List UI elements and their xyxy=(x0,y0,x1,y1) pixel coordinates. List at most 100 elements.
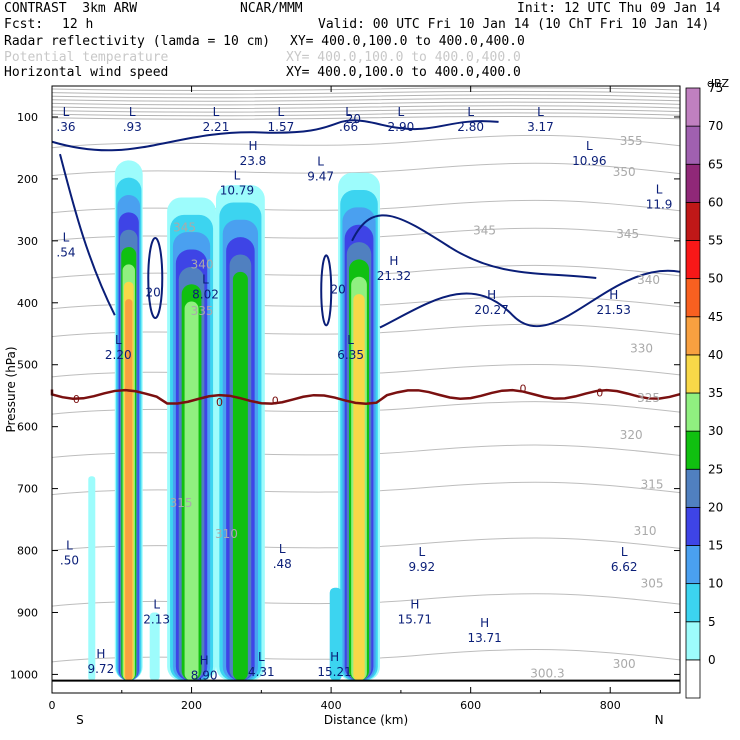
theta-contour-label: 325 xyxy=(637,391,660,405)
theta-contour-top xyxy=(51,108,681,113)
theta-contour-label: 310 xyxy=(215,527,238,541)
theta-contour xyxy=(51,481,681,496)
wind-extreme-value: .54 xyxy=(56,245,75,259)
wind-extreme-value: 9.72 xyxy=(87,662,114,676)
y-tick-label: 700 xyxy=(17,483,38,496)
wind-low-marker: L xyxy=(129,105,136,119)
y-tick-label: 500 xyxy=(17,359,38,372)
wind-extreme-value: 10.79 xyxy=(220,183,254,197)
wind-high-marker: H xyxy=(248,139,257,153)
colorbar-unit: dBZ xyxy=(707,77,730,90)
freezing-level-label: 0 xyxy=(596,387,603,400)
wind-extreme-value: .48 xyxy=(273,557,292,571)
wind-extreme-value: .36 xyxy=(56,120,75,134)
theta-contour-top xyxy=(51,90,681,95)
x-tick-label: 200 xyxy=(181,699,202,712)
reflectivity-column xyxy=(125,299,133,681)
wind-high-marker: H xyxy=(480,616,489,630)
theta-contour-label: 335 xyxy=(191,304,214,318)
theta-contour-top xyxy=(51,87,681,91)
wind-extreme-value: 10.96 xyxy=(572,154,606,168)
wind-high-marker: H xyxy=(96,647,105,661)
reflectivity-cell xyxy=(88,476,96,681)
theta-contour xyxy=(51,295,681,310)
wind-extreme-value: 4.31 xyxy=(248,665,275,679)
wind-contour xyxy=(320,254,333,327)
y-tick-label: 1000 xyxy=(10,668,38,681)
theta-contour-top xyxy=(51,94,681,99)
theta-contour xyxy=(51,364,681,378)
model-name: CONTRAST 3km ARW xyxy=(4,1,138,16)
wind-low-marker: L xyxy=(234,168,241,182)
y-tick-label: 200 xyxy=(17,173,38,186)
theta-contour-label: 310 xyxy=(634,524,657,538)
wind-low-marker: L xyxy=(278,105,285,119)
wind-low-marker: L xyxy=(213,105,220,119)
y-tick-label: 800 xyxy=(17,545,38,558)
theta-contour-label: 315 xyxy=(170,496,193,510)
freezing-level-label: 0 xyxy=(272,395,279,408)
theta-contour-label: 305 xyxy=(641,577,664,591)
wind-contour xyxy=(351,214,597,280)
colorbar-swatch xyxy=(685,583,701,623)
colorbar-swatch xyxy=(685,125,701,165)
wind-extreme-value: 8.90 xyxy=(191,668,218,682)
south-end-label: S xyxy=(76,713,84,727)
reflectivity-column xyxy=(353,294,365,681)
field-range-wind: XY= 400.0,100.0 to 400.0,400.0 xyxy=(286,65,521,80)
wind-extreme-value: 15.21 xyxy=(317,665,351,679)
wind-low-marker: L xyxy=(279,542,286,556)
reflectivity-cell xyxy=(149,612,160,681)
wind-low-marker: L xyxy=(202,272,209,286)
theta-contour-top xyxy=(51,116,681,120)
wind-extreme-value: 2.21 xyxy=(203,120,230,134)
theta-contour xyxy=(51,401,681,415)
wind-low-marker: L xyxy=(63,105,70,119)
wind-extreme-value: 8.02 xyxy=(192,287,219,301)
wind-extreme-value: 9.47 xyxy=(307,170,334,184)
y-axis-title: Pressure (hPa) xyxy=(4,346,18,432)
wind-contour xyxy=(59,153,116,316)
theta-contour-label: 345 xyxy=(616,227,639,241)
theta-contour-label: 350 xyxy=(613,165,636,179)
colorbar-tick-label: 60 xyxy=(708,195,723,209)
colorbar-tick-label: 50 xyxy=(708,272,723,286)
wind-extreme-value: 6.35 xyxy=(337,348,364,362)
wind-extreme-value: 9.92 xyxy=(408,560,435,574)
field-range-reflectivity: XY= 400.0,100.0 to 400.0,400.0 xyxy=(290,34,525,49)
colorbar-swatch xyxy=(685,278,701,318)
colorbar-swatch xyxy=(685,545,701,585)
reflectivity-column xyxy=(184,301,199,681)
colorbar-tick-label: 55 xyxy=(708,234,723,248)
freezing-level-label: 0 xyxy=(520,382,527,395)
theta-contour xyxy=(51,227,681,242)
colorbar-tick-label: 45 xyxy=(708,310,723,324)
y-tick-label: 400 xyxy=(17,297,38,310)
wind-extreme-value: 2.20 xyxy=(105,348,132,362)
wind-extreme-value: .50 xyxy=(60,554,79,568)
wind-low-marker: L xyxy=(345,105,352,119)
wind-low-marker: L xyxy=(153,598,160,612)
wind-extreme-value: 15.71 xyxy=(398,613,432,627)
wind-low-marker: L xyxy=(66,539,73,553)
wind-extreme-value: 21.53 xyxy=(597,303,631,317)
theta-contour-top xyxy=(51,101,681,106)
wind-high-marker: H xyxy=(609,288,618,302)
wind-contour xyxy=(147,237,164,320)
wind-low-marker: L xyxy=(347,333,354,347)
wind-high-marker: H xyxy=(410,598,419,612)
y-tick-label: 600 xyxy=(17,421,38,434)
wind-low-marker: L xyxy=(115,333,122,347)
wind-extreme-value: 3.17 xyxy=(527,120,554,134)
field-range-theta: XY= 400.0,100.0 to 400.0,400.0 xyxy=(286,50,521,65)
colorbar-swatch xyxy=(685,506,701,546)
colorbar-tick-label: 65 xyxy=(708,157,723,171)
wind-low-marker: L xyxy=(586,139,593,153)
theta-contour-label: 330 xyxy=(630,341,653,355)
theta-contour-label: 340 xyxy=(191,258,214,272)
theta-contour-label: 315 xyxy=(641,478,664,492)
colorbar-tick-label: 35 xyxy=(708,386,723,400)
x-tick-label: 600 xyxy=(460,699,481,712)
wind-low-marker: L xyxy=(656,183,663,197)
